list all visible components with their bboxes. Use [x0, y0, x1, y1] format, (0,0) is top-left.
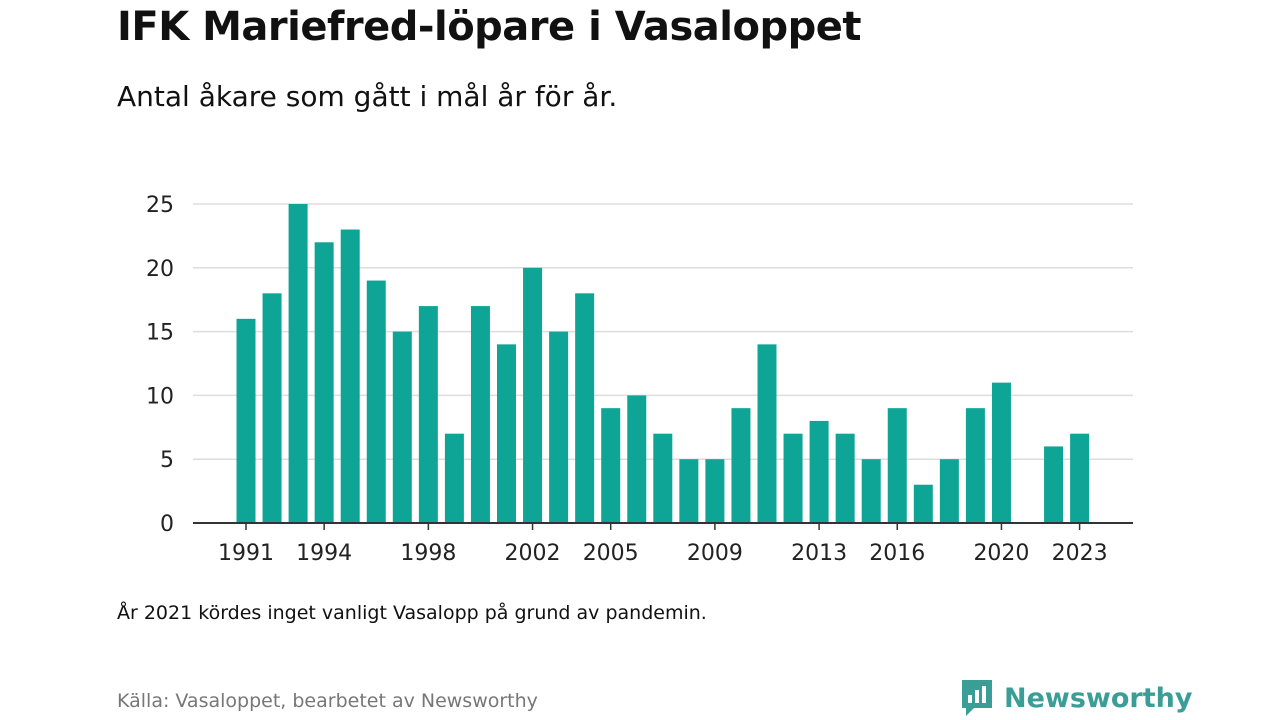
x-tick-label: 2016 — [869, 541, 925, 566]
bar — [939, 459, 959, 523]
bar — [783, 433, 803, 523]
bar-chart: 0 5 10 15 20 25 1991 1994 1998 2002 2005 2009 2013 20… — [146, 193, 1133, 566]
bar — [1044, 446, 1064, 523]
bar — [705, 459, 725, 523]
bar — [965, 408, 985, 523]
brand-name: Newsworthy — [1004, 682, 1193, 714]
x-tick-label: 1991 — [218, 541, 274, 566]
bar — [418, 306, 438, 523]
chart-title: IFK Mariefred-löpare i Vasaloppet — [117, 4, 862, 50]
footnote: År 2021 kördes inget vanligt Vasalopp på… — [117, 602, 707, 624]
bar — [549, 331, 569, 523]
bar — [314, 242, 334, 523]
x-tick-label: 1994 — [296, 541, 352, 566]
x-tick-label: 2002 — [505, 541, 561, 566]
bar — [340, 229, 360, 523]
x-tick-label: 2023 — [1052, 541, 1108, 566]
x-tick-label: 2009 — [687, 541, 743, 566]
bar — [444, 433, 464, 523]
bar — [1070, 433, 1090, 523]
bar — [757, 344, 777, 523]
newsworthy-logo-icon — [962, 680, 992, 716]
bar — [809, 420, 829, 523]
y-tick-label: 15 — [146, 321, 174, 346]
bar — [575, 293, 595, 523]
bar — [601, 408, 621, 523]
bar — [366, 280, 386, 523]
y-tick-label: 20 — [146, 257, 174, 282]
bar — [470, 306, 490, 523]
bar — [288, 204, 308, 523]
newsworthy-brand: Newsworthy — [960, 678, 1192, 718]
bar — [991, 382, 1011, 523]
bar — [523, 267, 543, 523]
bar — [653, 433, 673, 523]
y-tick-label: 0 — [160, 512, 174, 537]
y-tick-label: 5 — [160, 448, 174, 473]
bar — [861, 459, 881, 523]
bar — [913, 484, 933, 523]
x-tick-label: 2020 — [973, 541, 1029, 566]
bar — [236, 318, 256, 523]
bar — [497, 344, 516, 523]
bar — [627, 395, 647, 523]
bar — [262, 293, 282, 523]
chart-subtitle: Antal åkare som gått i mål år för år. — [117, 80, 618, 113]
x-tick-label: 1998 — [400, 541, 456, 566]
bar — [835, 433, 855, 523]
bar — [887, 408, 907, 523]
y-tick-label: 25 — [146, 193, 174, 218]
bar — [392, 331, 412, 523]
x-tick-label: 2005 — [583, 541, 639, 566]
y-tick-label: 10 — [146, 384, 174, 409]
x-tick-label: 2013 — [791, 541, 847, 566]
source-credit: Källa: Vasaloppet, bearbetet av Newswort… — [117, 690, 538, 712]
bar — [731, 408, 751, 523]
bar — [679, 459, 699, 523]
